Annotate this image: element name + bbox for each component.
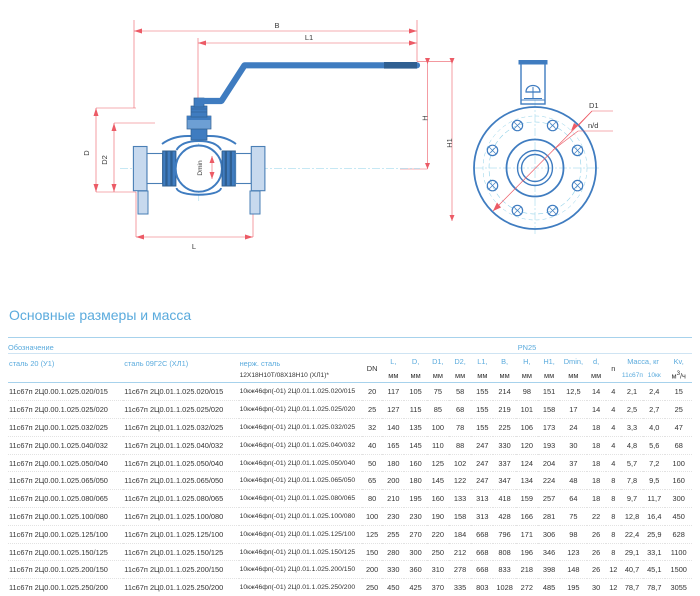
svg-text:L1: L1 [305, 33, 313, 42]
svg-text:Dmin: Dmin [197, 160, 204, 176]
svg-text:L: L [192, 242, 196, 251]
svg-text:D1: D1 [589, 101, 599, 110]
svg-text:D2: D2 [100, 155, 109, 165]
svg-text:D: D [82, 150, 91, 156]
svg-text:B: B [274, 21, 279, 30]
svg-text:H1: H1 [445, 138, 454, 148]
svg-text:n/d: n/d [588, 121, 598, 130]
svg-text:H: H [421, 115, 430, 120]
